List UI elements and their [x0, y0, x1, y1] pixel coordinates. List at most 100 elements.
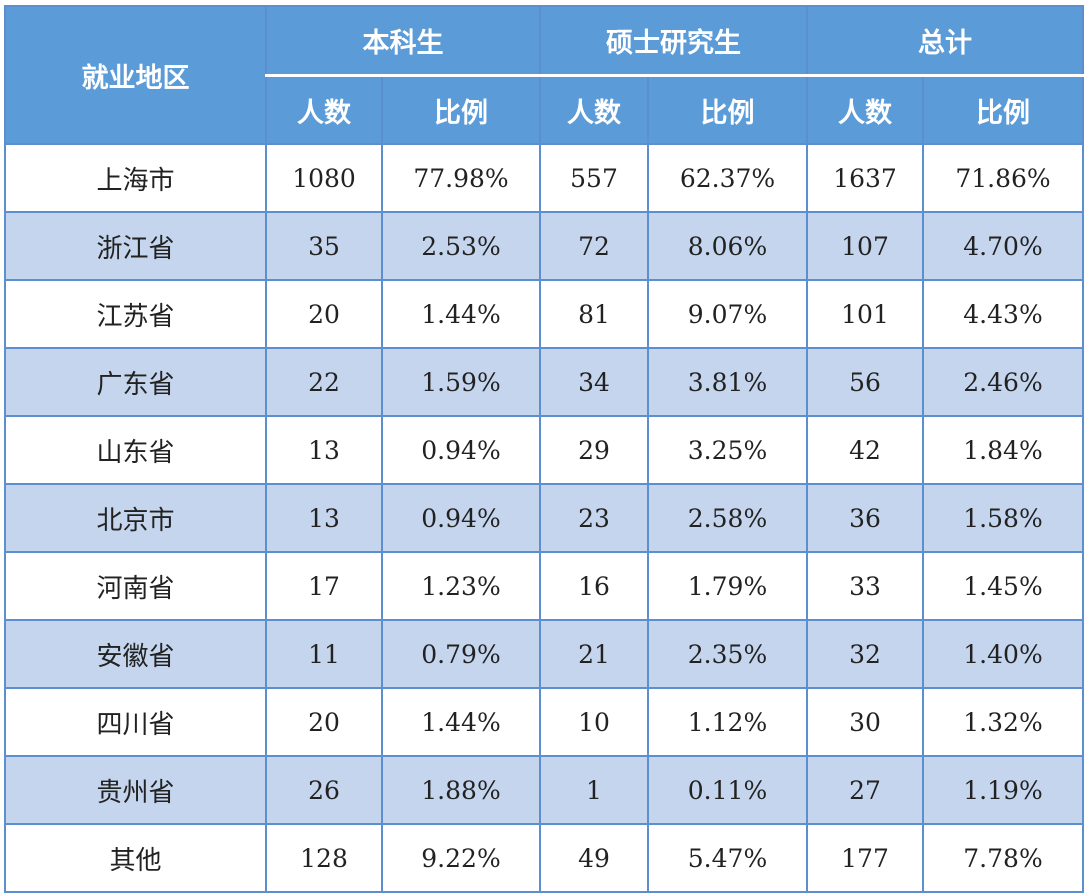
sub-header: 人数: [265, 74, 383, 145]
table-row: 山东省 13 0.94% 29 3.25% 42 1.84%: [4, 415, 1084, 485]
table-row: 河南省 17 1.23% 16 1.79% 33 1.45%: [4, 551, 1084, 621]
value-cell: 8.06%: [647, 211, 808, 281]
value-cell: 34: [539, 347, 649, 417]
value-cell: 30: [806, 687, 924, 757]
value-cell: 0.11%: [647, 755, 808, 825]
value-cell: 177: [806, 823, 924, 893]
region-cell: 安徽省: [4, 619, 267, 689]
region-header: 就业地区: [4, 5, 267, 145]
value-cell: 13: [265, 483, 383, 553]
table-row: 四川省 20 1.44% 10 1.12% 30 1.32%: [4, 687, 1084, 757]
value-cell: 10: [539, 687, 649, 757]
value-cell: 62.37%: [647, 143, 808, 213]
table-row: 其他 128 9.22% 49 5.47% 177 7.78%: [4, 823, 1084, 893]
group-header: 硕士研究生: [539, 5, 808, 77]
value-cell: 26: [265, 755, 383, 825]
employment-table: 就业地区 本科生 硕士研究生 总计 人数 比例 人数 比例 人数 比例 上海市 1080 77…: [4, 5, 1084, 893]
value-cell: 77.98%: [381, 143, 541, 213]
value-cell: 81: [539, 279, 649, 349]
value-cell: 2.58%: [647, 483, 808, 553]
value-cell: 27: [806, 755, 924, 825]
value-cell: 42: [806, 415, 924, 485]
region-cell: 江苏省: [4, 279, 267, 349]
value-cell: 0.94%: [381, 483, 541, 553]
value-cell: 1.44%: [381, 687, 541, 757]
value-cell: 1.84%: [922, 415, 1084, 485]
value-cell: 107: [806, 211, 924, 281]
value-cell: 17: [265, 551, 383, 621]
region-cell: 其他: [4, 823, 267, 893]
value-cell: 20: [265, 279, 383, 349]
value-cell: 21: [539, 619, 649, 689]
value-cell: 5.47%: [647, 823, 808, 893]
table-row: 浙江省 35 2.53% 72 8.06% 107 4.70%: [4, 211, 1084, 281]
value-cell: 1.12%: [647, 687, 808, 757]
value-cell: 1: [539, 755, 649, 825]
value-cell: 0.79%: [381, 619, 541, 689]
sub-header: 比例: [647, 74, 808, 145]
value-cell: 1.40%: [922, 619, 1084, 689]
value-cell: 36: [806, 483, 924, 553]
value-cell: 9.07%: [647, 279, 808, 349]
value-cell: 35: [265, 211, 383, 281]
value-cell: 128: [265, 823, 383, 893]
sub-header: 比例: [922, 74, 1084, 145]
value-cell: 1.45%: [922, 551, 1084, 621]
table-row: 北京市 13 0.94% 23 2.58% 36 1.58%: [4, 483, 1084, 553]
value-cell: 1.19%: [922, 755, 1084, 825]
sub-header: 人数: [539, 74, 649, 145]
value-cell: 1.58%: [922, 483, 1084, 553]
table-row: 上海市 1080 77.98% 557 62.37% 1637 71.86%: [4, 143, 1084, 213]
value-cell: 2.35%: [647, 619, 808, 689]
region-cell: 浙江省: [4, 211, 267, 281]
value-cell: 2.53%: [381, 211, 541, 281]
value-cell: 557: [539, 143, 649, 213]
value-cell: 101: [806, 279, 924, 349]
value-cell: 1.32%: [922, 687, 1084, 757]
value-cell: 72: [539, 211, 649, 281]
value-cell: 11: [265, 619, 383, 689]
value-cell: 56: [806, 347, 924, 417]
region-cell: 北京市: [4, 483, 267, 553]
region-cell: 广东省: [4, 347, 267, 417]
group-header: 本科生: [265, 5, 541, 77]
value-cell: 9.22%: [381, 823, 541, 893]
value-cell: 1080: [265, 143, 383, 213]
value-cell: 71.86%: [922, 143, 1084, 213]
value-cell: 1.79%: [647, 551, 808, 621]
region-cell: 四川省: [4, 687, 267, 757]
value-cell: 32: [806, 619, 924, 689]
value-cell: 3.81%: [647, 347, 808, 417]
region-cell: 上海市: [4, 143, 267, 213]
value-cell: 1.59%: [381, 347, 541, 417]
region-cell: 河南省: [4, 551, 267, 621]
value-cell: 1.44%: [381, 279, 541, 349]
value-cell: 22: [265, 347, 383, 417]
table-row: 广东省 22 1.59% 34 3.81% 56 2.46%: [4, 347, 1084, 417]
value-cell: 0.94%: [381, 415, 541, 485]
value-cell: 4.70%: [922, 211, 1084, 281]
value-cell: 4.43%: [922, 279, 1084, 349]
value-cell: 29: [539, 415, 649, 485]
sub-header: 比例: [381, 74, 541, 145]
value-cell: 2.46%: [922, 347, 1084, 417]
value-cell: 16: [539, 551, 649, 621]
table-row: 安徽省 11 0.79% 21 2.35% 32 1.40%: [4, 619, 1084, 689]
value-cell: 7.78%: [922, 823, 1084, 893]
value-cell: 49: [539, 823, 649, 893]
value-cell: 1.23%: [381, 551, 541, 621]
sub-header: 人数: [806, 74, 924, 145]
value-cell: 20: [265, 687, 383, 757]
region-cell: 贵州省: [4, 755, 267, 825]
value-cell: 1.88%: [381, 755, 541, 825]
region-cell: 山东省: [4, 415, 267, 485]
group-header: 总计: [806, 5, 1084, 77]
value-cell: 33: [806, 551, 924, 621]
value-cell: 3.25%: [647, 415, 808, 485]
value-cell: 13: [265, 415, 383, 485]
table-row: 贵州省 26 1.88% 1 0.11% 27 1.19%: [4, 755, 1084, 825]
value-cell: 23: [539, 483, 649, 553]
table-row: 江苏省 20 1.44% 81 9.07% 101 4.43%: [4, 279, 1084, 349]
value-cell: 1637: [806, 143, 924, 213]
